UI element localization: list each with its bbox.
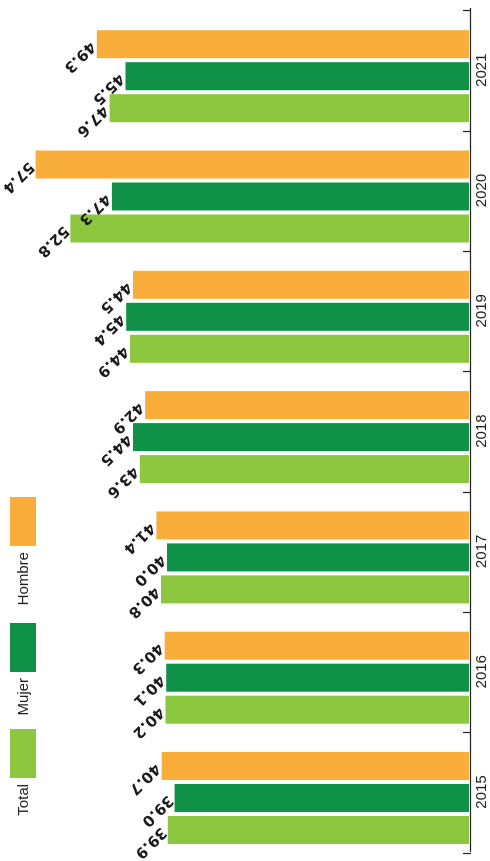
value-label-total-2019: 44.9 bbox=[94, 343, 133, 382]
bar-total-2020 bbox=[70, 214, 470, 243]
legend-swatch-total bbox=[10, 729, 36, 778]
bar-hombre-2018 bbox=[145, 391, 469, 420]
bar-mujer-2021 bbox=[125, 62, 469, 91]
legend-label-hombre: Hombre bbox=[15, 552, 32, 605]
category-label-2016: 2016 bbox=[473, 655, 490, 688]
bar-hombre-2020 bbox=[35, 150, 469, 179]
legend-swatch-mujer bbox=[10, 623, 36, 672]
bar-total-2018 bbox=[139, 455, 470, 484]
value-label-total-2016: 40.2 bbox=[129, 704, 168, 743]
value-label-mujer-2016: 40.1 bbox=[130, 672, 169, 711]
legend-label-total: Total bbox=[15, 784, 32, 816]
category-label-2017: 2017 bbox=[473, 535, 490, 568]
bars-group bbox=[35, 30, 470, 844]
value-label-hombre-2017: 41.4 bbox=[120, 519, 159, 558]
value-label-hombre-2016: 40.3 bbox=[129, 640, 168, 679]
bar-mujer-2017 bbox=[167, 543, 469, 572]
bar-mujer-2019 bbox=[126, 302, 469, 331]
category-label-2018: 2018 bbox=[473, 414, 490, 447]
bar-hombre-2019 bbox=[133, 270, 469, 299]
value-label-hombre-2020: 57.4 bbox=[0, 158, 38, 197]
bar-mujer-2016 bbox=[166, 663, 469, 692]
bar-hombre-2021 bbox=[96, 30, 470, 59]
bar-hombre-2015 bbox=[161, 752, 469, 780]
bar-mujer-2018 bbox=[133, 423, 469, 452]
value-label-total-2020: 52.8 bbox=[34, 222, 73, 261]
bar-total-2021 bbox=[109, 94, 469, 123]
legend-label-mujer: Mujer bbox=[15, 678, 32, 716]
category-label-2015: 2015 bbox=[473, 775, 490, 808]
value-label-hombre-2015: 40.7 bbox=[126, 760, 165, 799]
category-axis: 2015 2016 2017 2018 2019 2020 2021 bbox=[463, 8, 490, 855]
bar-hombre-2017 bbox=[156, 511, 469, 540]
bar-mujer-2015 bbox=[174, 784, 469, 812]
legend-swatch-hombre bbox=[10, 497, 36, 546]
category-label-2020: 2020 bbox=[473, 174, 490, 207]
bar-total-2017 bbox=[161, 575, 469, 604]
value-label-total-2021: 47.6 bbox=[73, 102, 112, 141]
bar-total-2019 bbox=[130, 334, 469, 363]
legend: Total Mujer Hombre bbox=[10, 497, 36, 816]
bar-hombre-2016 bbox=[164, 631, 469, 660]
value-label-hombre-2021: 49.3 bbox=[61, 38, 100, 77]
category-label-2019: 2019 bbox=[473, 294, 490, 327]
bar-total-2016 bbox=[165, 695, 469, 724]
category-label-2021: 2021 bbox=[473, 54, 490, 87]
bar-total-2015 bbox=[167, 816, 470, 844]
bar-mujer-2020 bbox=[111, 182, 470, 211]
